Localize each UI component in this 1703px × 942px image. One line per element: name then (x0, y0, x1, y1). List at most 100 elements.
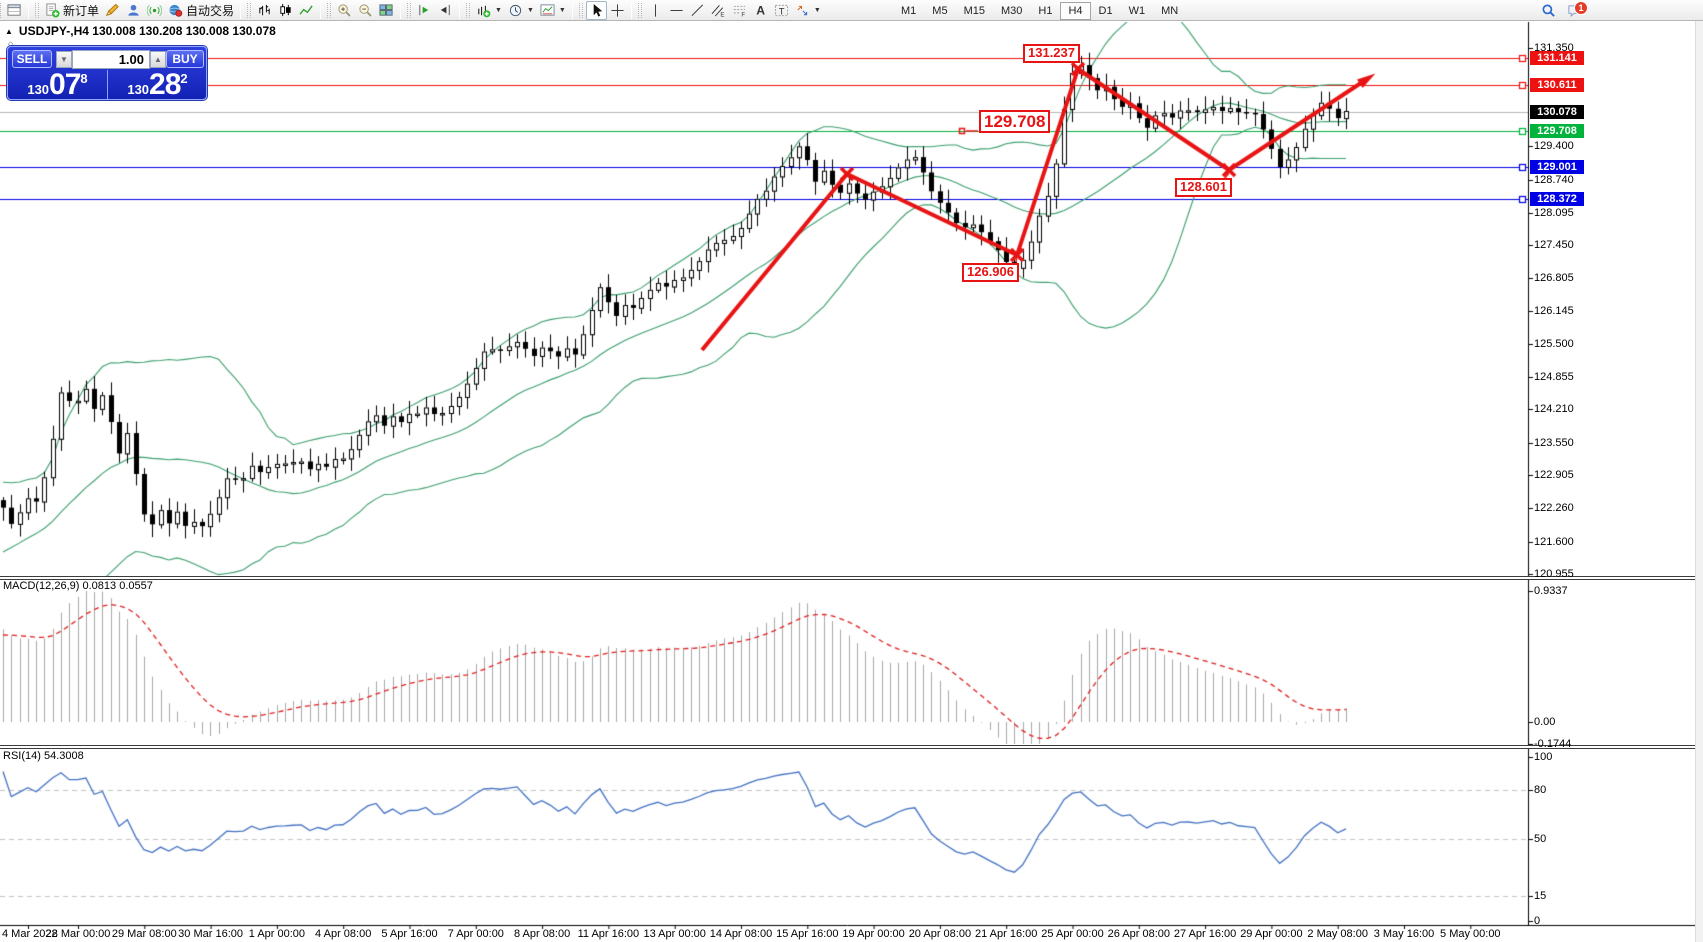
rsi-value: 54.3008 (43, 750, 84, 762)
time-axis-label: 1 Apr 00:00 (248, 928, 306, 940)
new-chart-icon[interactable]: ▼ (473, 1, 505, 20)
price-tick-label: 129.400 (1534, 140, 1574, 153)
dropdown-arrow-icon[interactable]: ▼ (813, 6, 821, 14)
pane-separator-macd[interactable] (0, 576, 1703, 580)
templates-icon[interactable]: ▼ (537, 1, 569, 20)
toolbar-grip[interactable] (35, 2, 39, 18)
price-tick-label: 128.095 (1534, 206, 1574, 219)
arrows-icon[interactable]: ▼ (792, 1, 824, 20)
text-icon[interactable]: A (750, 1, 771, 20)
price-tick-label: 126.805 (1534, 271, 1574, 284)
dropdown-arrow-icon[interactable]: ▼ (558, 6, 566, 14)
sell-price-display[interactable]: 130 07 8 (8, 69, 107, 100)
time-axis-label: 4 Apr 08:00 (315, 928, 372, 940)
text-label-icon[interactable]: T (771, 1, 792, 20)
vertical-scrollbar[interactable] (1695, 21, 1703, 942)
rsi-tick-label: 15 (1534, 890, 1547, 903)
time-axis-label: 29 Apr 00:00 (1240, 928, 1303, 940)
timeframe-d1[interactable]: D1 (1098, 4, 1113, 17)
price-badge: 131.141 (1530, 51, 1584, 66)
price-annotation[interactable]: 128.601 (1175, 178, 1232, 197)
autotrading-label: 自动交易 (186, 3, 235, 18)
price-tick-label: 127.450 (1534, 239, 1574, 252)
one-click-toggle-icon[interactable]: ◇ (8, 41, 14, 48)
crosshair-icon[interactable] (607, 1, 628, 20)
candles-icon[interactable] (275, 1, 296, 20)
sell-price-big: 07 (49, 67, 81, 101)
collapse-triangle-icon[interactable]: ▲ (5, 26, 13, 36)
price-annotation[interactable]: 126.906 (962, 263, 1019, 282)
auto-scroll-icon[interactable] (414, 1, 435, 20)
toolbar-grip[interactable] (466, 2, 471, 18)
tile-windows-icon[interactable] (376, 1, 397, 20)
timeframe-m5[interactable]: M5 (932, 4, 948, 17)
macd-value-main: 0.0813 (82, 580, 117, 592)
cursor-icon[interactable] (585, 0, 607, 20)
community-icon[interactable] (123, 1, 144, 20)
channel-icon[interactable]: E (708, 1, 729, 20)
pane-separator-rsi[interactable] (0, 745, 1703, 749)
time-axis-label: 30 Mar 16:00 (178, 928, 243, 940)
price-badge: 129.708 (1530, 123, 1584, 138)
toolbar-separator (240, 1, 242, 19)
toolbar-grip[interactable] (0, 2, 1, 18)
macd-indicator-label: MACD(12,26,9) 0.0813 0.0557 (3, 580, 153, 592)
buy-price-sup: 2 (180, 71, 188, 86)
time-axis-label: 11 Apr 16:00 (577, 928, 640, 940)
timeframe-m1[interactable]: M1 (901, 4, 917, 17)
price-badge: 129.001 (1530, 159, 1584, 174)
bar-chart-icon[interactable] (254, 1, 275, 20)
macd-tick-label: 0.00 (1534, 716, 1556, 728)
timeframe-m30[interactable]: M30 (1000, 4, 1023, 17)
time-axis-label: 13 Apr 00:00 (643, 928, 706, 940)
data-window-icon[interactable] (4, 1, 25, 20)
volume-decrease-button[interactable]: ▼ (56, 51, 72, 68)
macd-tick-label: -0.1744 (1534, 738, 1572, 750)
timeframe-w1[interactable]: W1 (1128, 4, 1146, 17)
zoom-in-icon[interactable] (334, 1, 355, 20)
signals-icon[interactable] (144, 1, 165, 20)
price-tick-label: 120.955 (1534, 568, 1574, 581)
dropdown-arrow-icon[interactable]: ▼ (495, 6, 502, 14)
price-annotation[interactable]: 129.708 (979, 110, 1051, 134)
autotrading-button[interactable]: 自动交易 (165, 1, 237, 20)
periods-icon[interactable]: ▼ (505, 1, 537, 20)
toolbar-grip[interactable] (637, 2, 642, 18)
dropdown-arrow-icon[interactable]: ▼ (526, 6, 534, 14)
zoom-out-icon[interactable] (355, 1, 376, 20)
trendline-icon[interactable] (687, 1, 708, 20)
buy-price-big: 28 (149, 67, 181, 101)
chart-shift-icon[interactable] (435, 1, 456, 20)
hline-icon[interactable] (666, 1, 687, 20)
vline-icon[interactable] (645, 1, 666, 20)
time-axis-label: 28 Mar 00:00 (45, 928, 111, 940)
timeframe-h4[interactable]: H4 (1060, 1, 1091, 20)
chat-icon[interactable]: 1 (1564, 1, 1588, 20)
timeframe-mn[interactable]: MN (1161, 4, 1179, 17)
macd-tick-label: 0.9337 (1534, 585, 1568, 597)
volume-input[interactable] (72, 50, 150, 69)
buy-button[interactable]: BUY (166, 50, 204, 68)
new-order-button[interactable]: 新订单 (42, 1, 102, 20)
svg-text:E: E (720, 11, 724, 17)
timeframe-h1[interactable]: H1 (1038, 4, 1053, 17)
volume-increase-button[interactable]: ▲ (150, 51, 166, 68)
toolbar-grip[interactable] (327, 2, 332, 18)
toolbar-grip[interactable] (407, 2, 412, 18)
timeframe-m15[interactable]: M15 (963, 4, 985, 17)
time-axis-label: 29 Mar 08:00 (111, 928, 177, 940)
toolbar-separator (630, 1, 632, 19)
search-icon[interactable] (1538, 1, 1559, 20)
line-chart-icon[interactable] (296, 1, 317, 20)
toolbar-separator (571, 1, 573, 19)
sell-button[interactable]: SELL (12, 50, 52, 68)
fibonacci-icon[interactable]: F (729, 1, 750, 20)
toolbar-grip[interactable] (247, 2, 252, 18)
toolbar-grip[interactable] (578, 2, 583, 18)
rsi-tick-label: 100 (1534, 751, 1553, 764)
buy-price-display[interactable]: 130 28 2 (108, 69, 207, 100)
crayon-icon[interactable] (102, 1, 123, 20)
price-annotation[interactable]: 131.237 (1023, 44, 1080, 63)
